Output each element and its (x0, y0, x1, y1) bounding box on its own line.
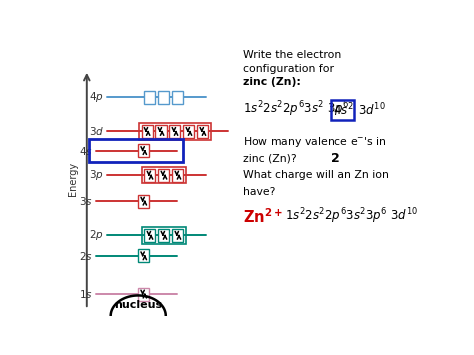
Bar (170, 125, 181, 138)
Bar (155, 125, 166, 138)
Text: $\mathregular{3}\mathit{p}$: $\mathregular{3}\mathit{p}$ (90, 168, 104, 182)
Text: $4s^2$: $4s^2$ (333, 101, 354, 118)
Bar (173, 169, 183, 182)
Bar (158, 229, 170, 242)
Bar (142, 167, 186, 184)
Text: $3d^{10}$: $3d^{10}$ (358, 101, 386, 118)
Bar (145, 229, 155, 242)
Text: nucleus: nucleus (114, 300, 162, 310)
Text: zinc (Zn)?: zinc (Zn)? (243, 154, 297, 164)
Bar (331, 100, 354, 120)
Bar (142, 125, 153, 138)
Bar (173, 91, 183, 104)
Bar (142, 227, 186, 244)
Bar (138, 288, 149, 301)
Text: $\mathregular{3}\mathit{s}$: $\mathregular{3}\mathit{s}$ (79, 195, 93, 207)
Text: How many valence e$^{-}$'s in: How many valence e$^{-}$'s in (243, 135, 387, 149)
Bar (139, 123, 210, 140)
Bar (183, 125, 194, 138)
Text: $\mathregular{2}\mathit{p}$: $\mathregular{2}\mathit{p}$ (90, 228, 104, 242)
Text: $1s^22s^22p^63s^23p^6\ 3d^{10}$: $1s^22s^22p^63s^23p^6\ 3d^{10}$ (285, 206, 418, 226)
Text: configuration for: configuration for (243, 64, 334, 73)
Text: $\mathregular{2}\mathit{s}$: $\mathregular{2}\mathit{s}$ (79, 250, 93, 262)
Bar (90, 139, 183, 162)
Bar (138, 249, 149, 262)
Bar (145, 91, 155, 104)
Bar (173, 229, 183, 242)
Text: $\mathregular{4}\mathit{s}$: $\mathregular{4}\mathit{s}$ (79, 144, 93, 157)
Text: $1s^22s^22p^63s^2\ 3p^6$: $1s^22s^22p^63s^2\ 3p^6$ (243, 100, 349, 119)
Text: $\mathbf{Zn^{2+}}$: $\mathbf{Zn^{2+}}$ (243, 207, 283, 225)
Bar (138, 195, 149, 208)
Text: $\mathregular{1}\mathit{s}$: $\mathregular{1}\mathit{s}$ (79, 288, 93, 300)
Bar (145, 169, 155, 182)
Text: 2: 2 (331, 152, 340, 165)
Text: zinc (Zn):: zinc (Zn): (243, 77, 301, 87)
Bar (138, 144, 149, 157)
Text: Energy: Energy (68, 162, 78, 196)
Bar (158, 91, 170, 104)
Text: $\mathregular{4}\mathit{p}$: $\mathregular{4}\mathit{p}$ (90, 90, 104, 104)
Text: What charge will an Zn ion: What charge will an Zn ion (243, 170, 389, 180)
Bar (197, 125, 209, 138)
Text: have?: have? (243, 187, 275, 197)
Bar (158, 169, 170, 182)
Text: Write the electron: Write the electron (243, 50, 341, 60)
Text: $\mathregular{3}\mathit{d}$: $\mathregular{3}\mathit{d}$ (89, 125, 104, 137)
